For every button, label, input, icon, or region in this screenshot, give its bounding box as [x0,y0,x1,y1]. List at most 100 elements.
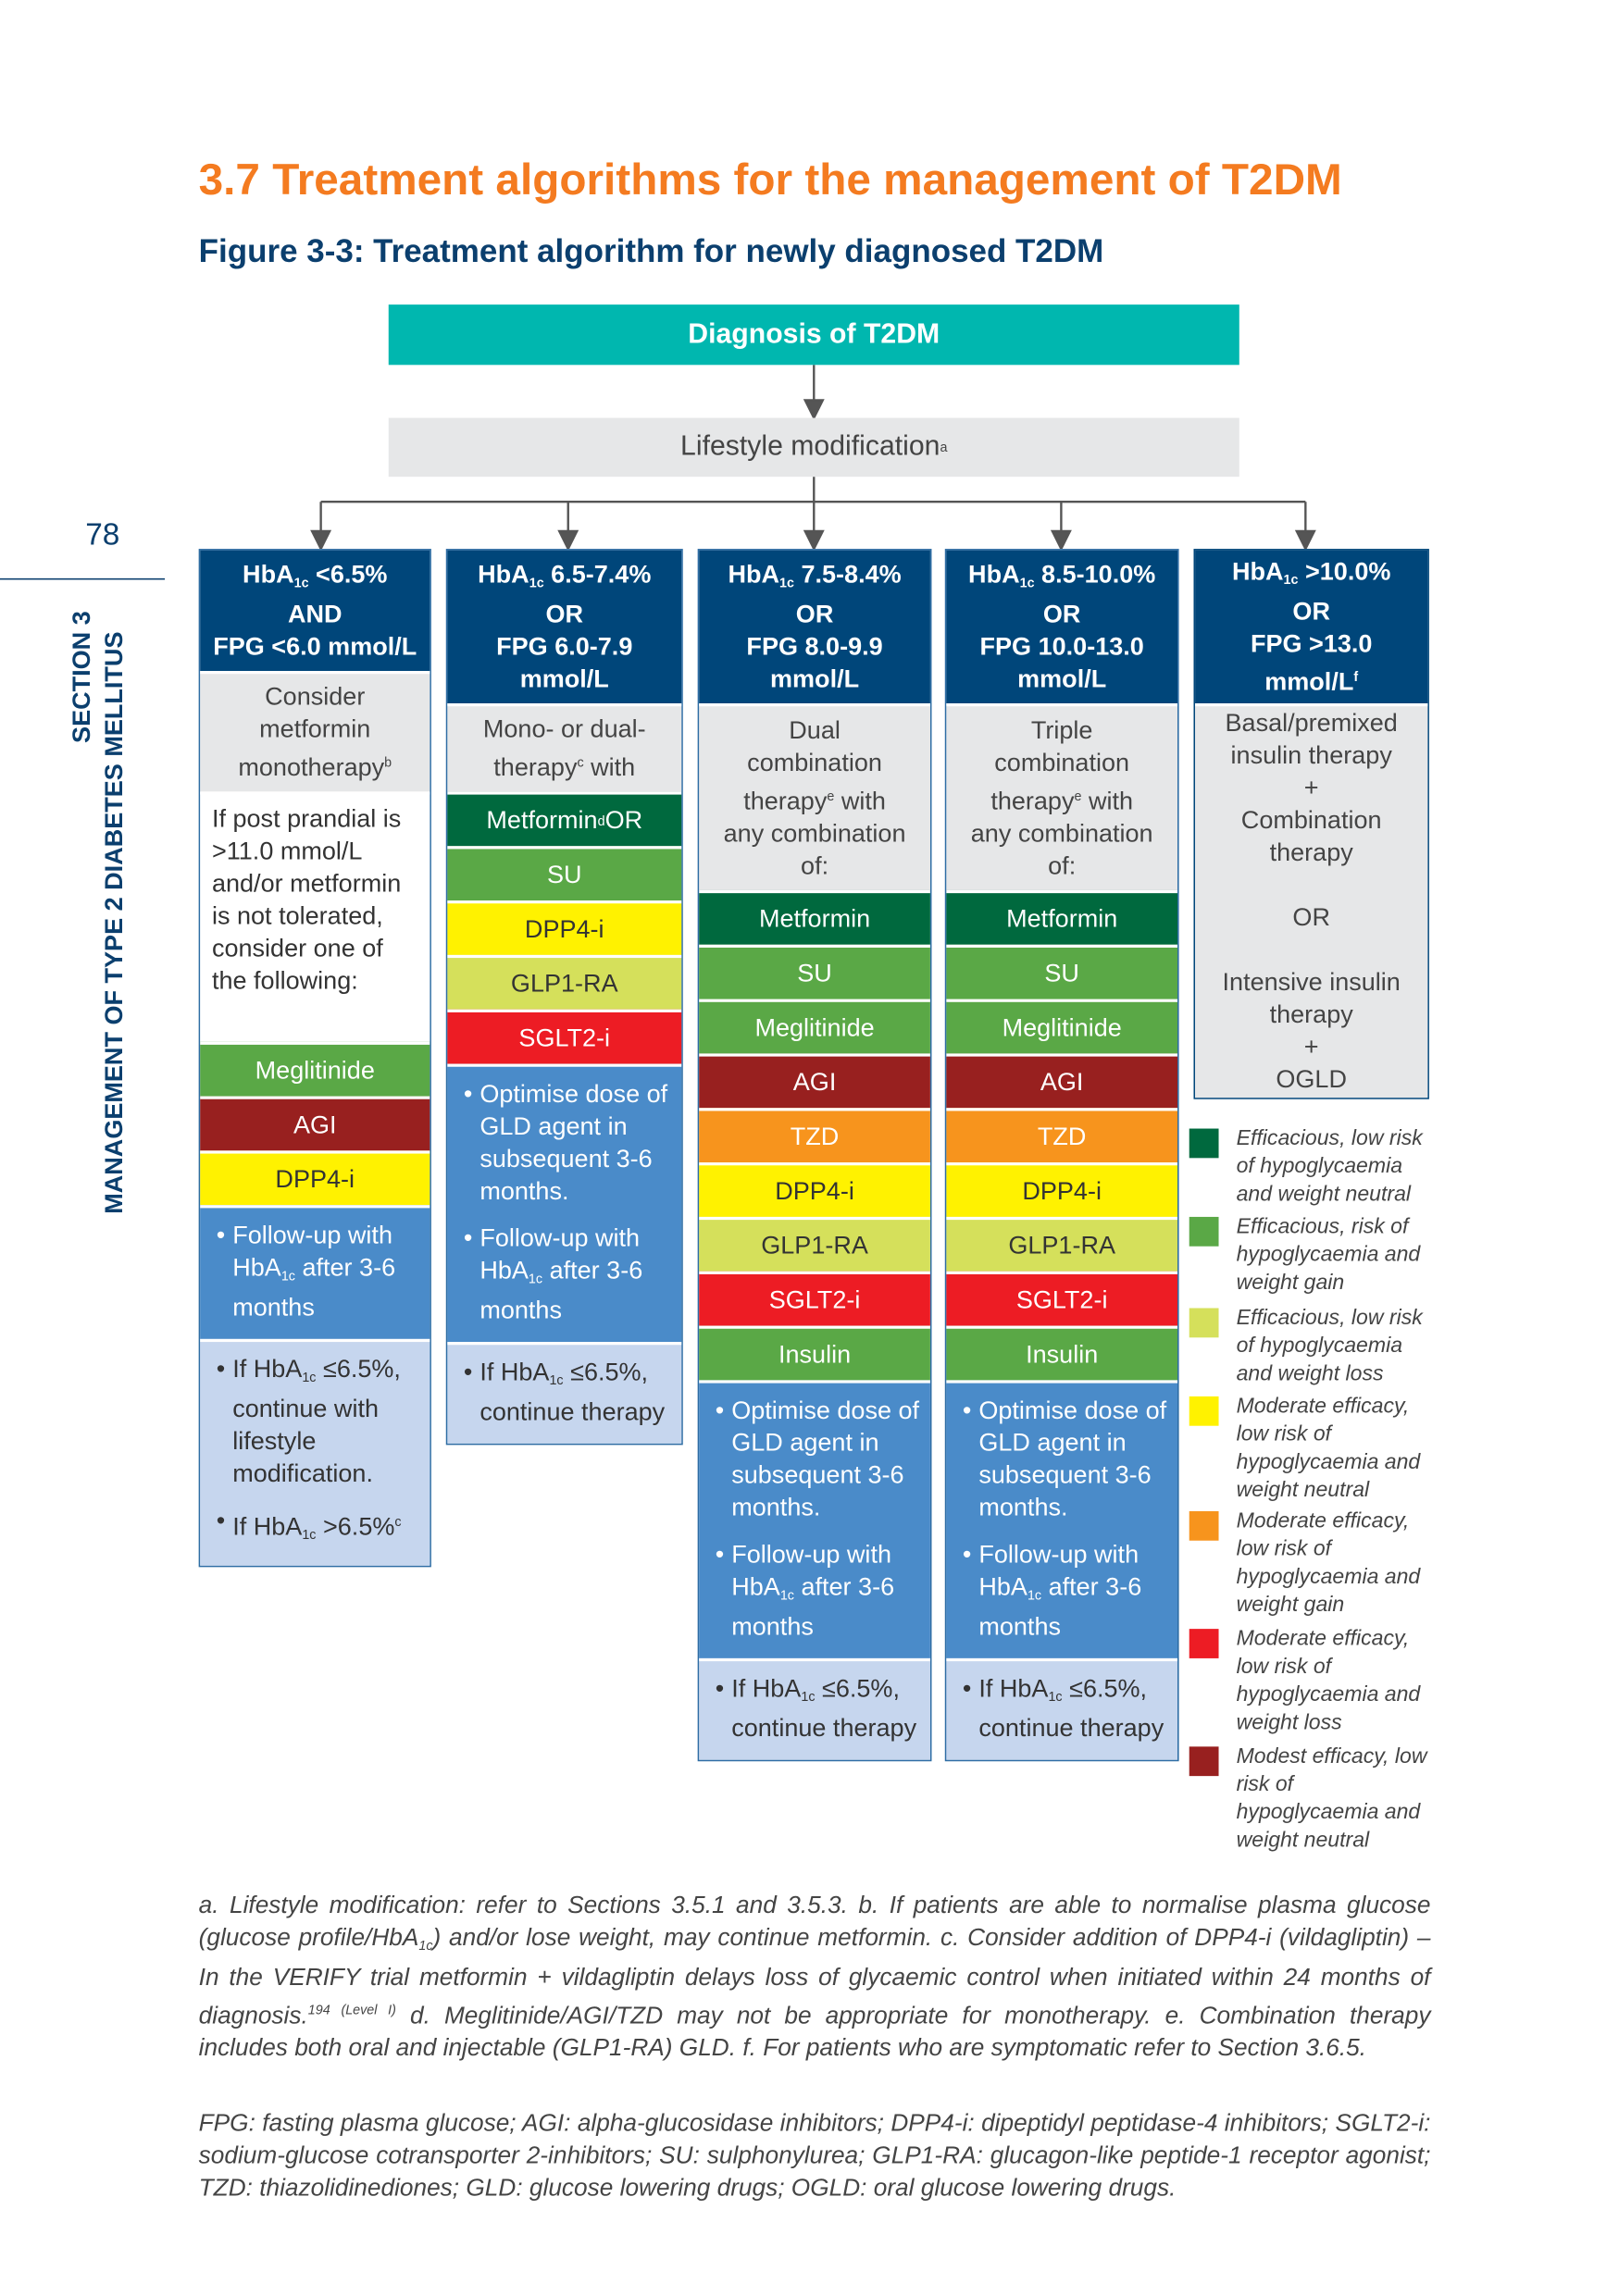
bullet-item: • Follow-up with HbA1c after 3-6 months [456,1222,673,1327]
bullet-text: Follow-up with HbA1c after 3-6 months [731,1539,921,1644]
treatment-column: HbA1c 6.5-7.4% OR FPG 6.0-7.9 mmol/L Mono- o… [445,549,683,1446]
text-segment: DPP4-i [524,914,604,943]
header-line: mmol/Lf [1195,660,1427,698]
bullet-item: • If HbA1c ≤6.5%, continue therapy [708,1673,922,1745]
arrow-head [803,529,825,552]
hba1c-criteria-header: HbA1c <6.5% AND FPG <6.0 mmol/L [200,550,430,672]
recommendation-line: insulin therapy [1201,740,1422,773]
continuation-box: • If HbA1c ≤6.5%, continue therapy [447,1342,682,1444]
text-segment: therapy [1269,1000,1353,1029]
bullet-icon: • [216,1355,226,1384]
text-segment: + [1303,774,1319,802]
text-segment: Optimise dose of GLD agent in subsequent… [978,1396,1167,1522]
text-segment: Dual [789,715,841,744]
drug-option-tzd: TZD [946,1108,1177,1163]
side-section-label: SECTION 3 [68,611,96,743]
header-line: OR [699,598,930,630]
text-segment: <6.5% [308,559,388,589]
recommendation-line: therapye with [705,779,925,817]
recommendation-line: metformin [206,714,424,746]
figure-title: Figure 3-3: Treatment algorithm for newl… [198,232,1104,269]
legend-text: Moderate efficacy, low risk of hypoglyca… [1236,1509,1421,1618]
recommendation-line: Combination [1201,805,1422,838]
arrow-head [1294,529,1316,552]
text-segment: AGI [1040,1067,1084,1096]
text-segment: insulin therapy [1230,741,1392,770]
text-segment: Basal/premixed [1225,709,1398,738]
bullet-text: Follow-up with HbA1c after 3-6 months [479,1222,672,1327]
recommendation-line: Intensive insulin [1201,967,1422,999]
text-segment: mmol/L [769,664,860,693]
arrow-head [803,399,825,421]
drug-option-metformin-or: Metformin d OR [447,791,682,847]
subscript: 1c [302,1527,317,1543]
bullet-icon: • [715,1396,725,1425]
header-line: mmol/L [447,663,681,695]
text-segment: Follow-up with HbA [232,1221,392,1282]
text-segment: HbA [968,559,1020,589]
text-segment: mmol/L [1264,667,1354,696]
header-line: FPG >13.0 [1195,627,1427,660]
bullet-text: Optimise dose of GLD agent in subsequent… [479,1078,672,1208]
text-segment: mmol/L [1017,664,1107,693]
drug-option-glp1-ra: GLP1-RA [699,1216,930,1272]
text-segment: SU [546,860,582,888]
recommendation-line: combination [705,747,925,779]
text-segment: DPP4-i [775,1176,854,1205]
therapy-recommendation: Consider metformin monotherapyb [200,671,430,792]
legend-swatch [1189,1510,1219,1541]
drug-option-sglt2-i: SGLT2-i [699,1271,930,1326]
bullet-item: • Follow-up with HbA1c after 3-6 months [209,1220,421,1324]
continuation-box: • If HbA1c ≤6.5%, continue with lifestyle… [200,1338,430,1566]
legend-text: Efficacious, risk of hypoglycaemia and w… [1236,1215,1421,1296]
treatment-column: HbA1c 8.5-10.0% OR FPG 10.0-13.0 mmol/L Trip… [944,549,1179,1762]
header-line: FPG 6.0-7.9 [447,630,681,663]
text-segment: ≤6.5%, continue with lifestyle modificat… [232,1355,401,1488]
recommendation-line: + [1201,773,1422,805]
subscript: 1c [293,574,309,590]
superscript: c [577,754,584,770]
recommendation-line: Mono- or dual- [454,714,676,746]
drug-option-dpp4-i: DPP4-i [447,900,682,955]
bullet-text: If HbA1c ≤6.5%, continue therapy [731,1673,921,1745]
legend-item: Moderate efficacy, low risk of hypoglyca… [1189,1626,1436,1738]
header-line: FPG <6.0 mmol/L [200,630,430,663]
header-line: OR [1195,595,1427,627]
page-number: 78 [85,517,120,552]
superscript: 194 (Level I) [307,2002,396,2017]
legend-text: Efficacious, low risk of hypoglycaemia a… [1236,1126,1423,1207]
subscript: 1c [1019,574,1035,590]
text-segment: >10.0% [1298,556,1391,586]
bullet-text: If HbA1c >6.5%c [232,1506,401,1551]
followup-box: • Optimise dose of GLD agent in subsequen… [447,1063,682,1343]
text-segment: HbA [728,559,780,589]
subscript: 1c [1283,571,1299,587]
recommendation-line: OGLD [1201,1064,1422,1097]
recommendation-line: therapy [1201,999,1422,1032]
followup-box: • Follow-up with HbA1c after 3-6 months [200,1205,430,1339]
arrow-head [1050,529,1072,552]
text-segment: OR [604,805,643,834]
side-section-title: MANAGEMENT OF TYPE 2 DIABETES MELLITUS [100,631,129,1214]
drug-option-meglitinide: Meglitinide [946,999,1177,1054]
text-segment: OR [1042,599,1081,628]
text-segment: 6.5-7.4% [543,559,652,589]
text-segment: ) and/or lose weight, may continue metfo… [198,1924,1431,2029]
bullet-item: • Optimise dose of GLD agent in subsequen… [456,1078,673,1208]
text-segment: GLP1-RA [510,969,618,998]
bullet-text: Optimise dose of GLD agent in subsequent… [731,1395,921,1524]
bullet-icon: • [715,1540,725,1569]
therapy-recommendation: Mono- or dual-therapyc with [447,703,682,792]
continuation-box: • If HbA1c ≤6.5%, continue therapy [946,1657,1177,1760]
text-segment: FPG 8.0-9.9 [746,631,883,661]
drug-option-glp1-ra: GLP1-RA [447,954,682,1010]
text-segment: If HbA [731,1674,802,1703]
text-segment: Follow-up with HbA [731,1540,891,1601]
therapy-recommendation: Triple combination therapye with any combin… [946,703,1177,890]
bullet-item: • If HbA1c >6.5%c [209,1506,421,1551]
text-segment: therapy [990,786,1075,815]
text-segment: Meglitinide [255,1055,375,1085]
arrow-head [310,529,332,552]
drug-option-sglt2-i: SGLT2-i [447,1009,682,1064]
text-segment: therapy [743,786,828,815]
